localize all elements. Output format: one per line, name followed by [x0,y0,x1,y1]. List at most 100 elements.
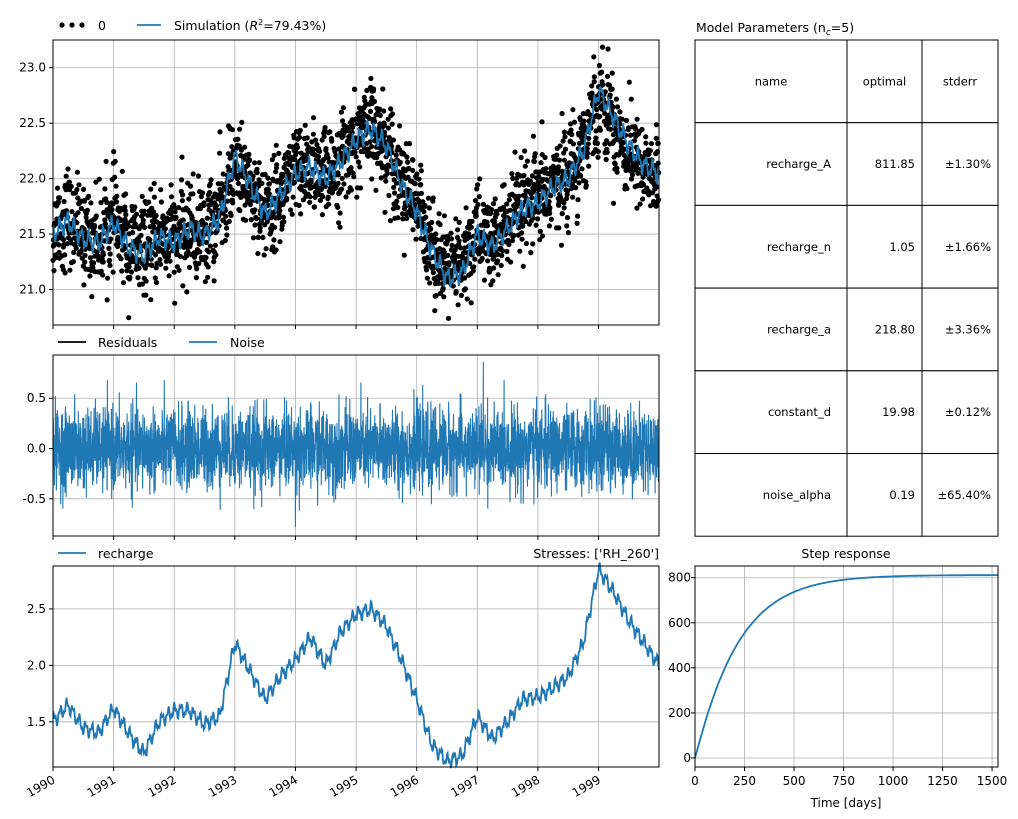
observation-point [207,181,213,187]
table-cell [921,453,999,537]
table-cell [846,370,923,454]
observation-point [121,246,128,252]
observation-point [253,215,260,222]
observation-point [607,126,614,132]
table-cell-stderr: ±0.12% [945,405,991,419]
observation-point [495,251,501,257]
observation-point [564,223,570,229]
observation-point [61,236,67,243]
observation-point [371,86,377,92]
observation-point [532,151,538,157]
observation-point [591,54,597,60]
x-tick-label: 1992 [145,773,178,800]
observation-point [583,179,589,185]
observation-point [605,46,611,52]
observation-point [552,156,559,162]
observation-point [184,289,190,295]
table-cell [921,122,999,206]
observation-point [484,223,491,229]
observation-point [296,202,302,208]
observation-point [520,223,526,229]
observation-point [148,297,154,303]
table-cell-optimal: 0.19 [889,488,915,502]
observation-point [158,187,164,193]
observation-point [153,213,159,219]
observation-point [494,211,500,217]
observation-point [179,177,185,183]
observation-point [603,156,609,163]
observation-point [381,122,387,128]
y-tick-label: 2.5 [27,602,46,616]
observation-point [530,133,537,139]
observation-point [423,267,430,273]
observation-point [380,86,386,92]
observation-point [470,268,476,274]
observation-point [570,141,577,147]
observation-point [653,135,659,141]
step-response-panel: 0 200 400 600 800 0 250 500 750 1000 1250 1500 Ste… [668,546,1007,810]
observation-point [385,125,391,131]
observation-point [352,149,358,155]
observation-point [386,135,392,141]
observation-point [612,161,618,167]
observation-point [123,191,129,197]
observation-point [196,261,202,267]
observation-point [176,267,182,273]
observation-point [475,182,481,188]
observation-point [85,193,92,199]
y-tick-label: 1.5 [27,715,46,729]
observation-point [387,218,393,224]
observation-point [222,237,228,244]
observation-point [487,210,493,217]
observation-point [338,186,345,192]
observation-point [218,189,224,195]
observation-point [537,228,543,234]
observation-point [547,205,553,211]
observation-point [304,135,310,141]
observation-point [464,296,470,302]
observation-point [254,170,260,176]
observation-point [378,175,384,181]
table-cell [921,39,999,124]
observation-point [76,182,82,188]
observation-point [617,109,623,115]
observation-point [225,164,231,170]
observation-point [584,154,590,160]
observation-point [337,224,343,230]
observation-point [335,204,341,210]
observation-point [389,111,396,117]
observation-point [424,275,430,281]
observation-point [440,285,446,291]
observation-point [583,182,589,189]
observation-point [332,149,338,155]
observation-point [635,170,641,176]
x-tick-label: 1250 [927,774,958,788]
observation-point [242,144,248,150]
observation-point [389,121,395,127]
observation-point [274,162,280,168]
observation-point [91,222,98,229]
observation-point [168,182,174,188]
observation-point [519,236,525,242]
observation-point [640,196,646,202]
observation-point [217,129,223,135]
observation-point [653,122,660,128]
observation-point [436,211,442,217]
observation-point [390,137,396,143]
observation-point [391,184,397,190]
observation-point [518,154,524,161]
observation-point [80,186,87,192]
observation-point [564,215,571,221]
observation-point [206,249,212,255]
observation-point [421,209,427,215]
residuals-panel: -0.5 0.0 0.5 Residuals Noise [23,335,660,540]
observation-point [392,190,398,196]
step-response-title: Step response [801,546,891,561]
observation-point [172,300,178,306]
x-tick-label: 1993 [206,773,239,800]
observation-point [138,232,144,238]
observation-point [143,278,149,284]
observation-point [561,200,567,206]
observation-point [530,241,536,247]
observation-point [563,195,570,202]
